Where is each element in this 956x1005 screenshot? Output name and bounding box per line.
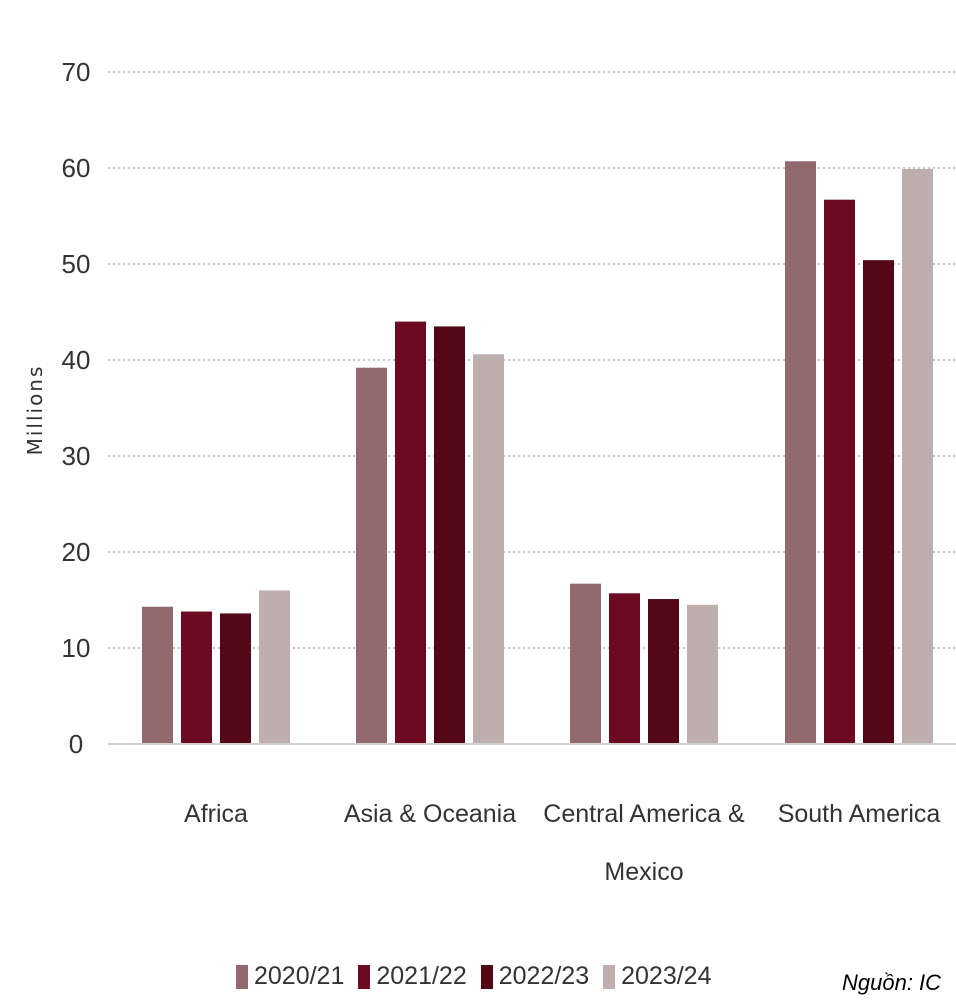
legend-swatch	[236, 964, 248, 989]
legend-label: 2020/21	[254, 962, 345, 990]
y-tick-label: 20	[62, 537, 91, 567]
y-axis-label: Millions	[23, 365, 47, 456]
y-tick-label: 10	[62, 633, 91, 663]
y-tick-label: 70	[62, 57, 91, 87]
category-label: Africa	[184, 800, 248, 828]
legend-swatch	[480, 964, 493, 989]
legend-swatch	[603, 964, 616, 989]
bar-2020-21-2	[570, 583, 601, 744]
bar-2020-21-0	[142, 606, 173, 744]
bar-2022-23-2	[648, 599, 679, 744]
bar-2023-24-0	[259, 590, 290, 744]
category-labels: Africa Asia & Oceania Central America & Mex…	[184, 800, 940, 886]
y-tick-label: 50	[62, 249, 91, 279]
y-tick-labels: 0 10 20 30 40 50 60 70	[62, 57, 91, 759]
bar-2023-24-2	[687, 604, 718, 744]
bar-2022-23-0	[220, 613, 251, 744]
source-note: Nguồn: IC	[842, 970, 942, 995]
bar-2023-24-1	[473, 354, 504, 744]
y-tick-label: 60	[62, 153, 91, 183]
legend-item: 2020/21	[236, 962, 344, 991]
category-label: South America	[778, 800, 941, 828]
legend-item: 2022/23	[480, 962, 590, 991]
y-tick-label: 40	[62, 345, 91, 375]
legend: 2020/21 2021/22 2022/23 2023/24	[236, 962, 726, 991]
legend-label: 2023/24	[621, 962, 712, 990]
legend-swatch	[358, 964, 371, 989]
bar-2020-21-1	[356, 367, 387, 744]
bar-2020-21-3	[785, 161, 816, 744]
legend-label: 2022/23	[498, 962, 590, 990]
bar-chart: Millions 0 10 20 30 40 50 60 70 Africa Asia & Oc…	[23, 57, 956, 886]
bar-2021-22-3	[824, 199, 855, 744]
y-tick-label: 0	[69, 729, 83, 759]
y-tick-label: 30	[62, 441, 91, 471]
bar-2021-22-0	[181, 611, 212, 744]
legend-item: 2021/22	[358, 962, 467, 991]
bar-2023-24-3	[902, 168, 933, 744]
bar-2022-23-3	[863, 260, 894, 744]
bar-2021-22-2	[609, 593, 640, 744]
legend-label: 2021/22	[376, 962, 467, 990]
bar-2022-23-1	[434, 326, 465, 744]
category-label: Mexico	[604, 858, 683, 886]
bar-2021-22-1	[395, 321, 426, 744]
bars	[142, 161, 933, 744]
legend-item: 2023/24	[603, 962, 712, 991]
category-label: Central America &	[543, 800, 745, 828]
category-label: Asia & Oceania	[344, 800, 516, 828]
